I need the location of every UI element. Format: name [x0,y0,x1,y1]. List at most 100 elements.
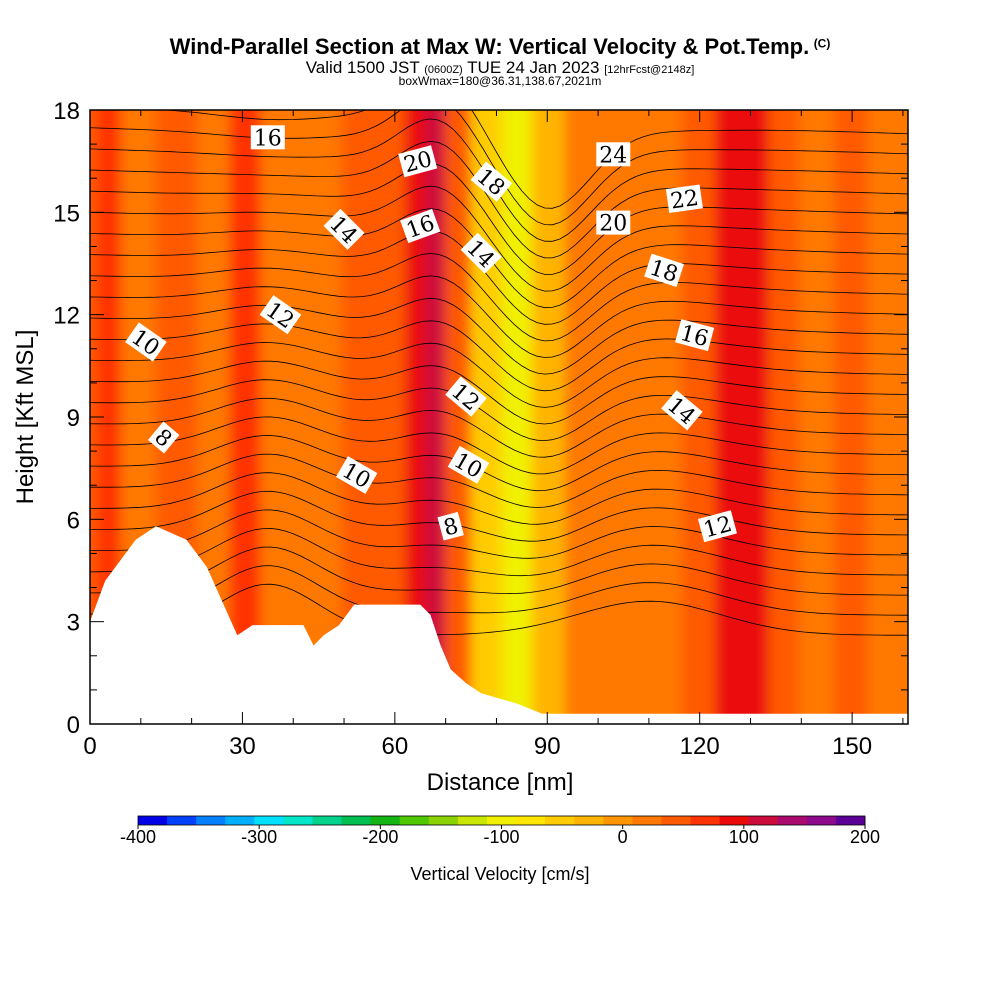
x-axis-title: Distance [nm] [427,769,574,796]
colorbar-tick-label: 100 [729,827,759,847]
colorbar-swatch [632,816,662,825]
theta-contour [90,208,908,309]
colorbar-swatch [661,816,691,825]
colorbar-swatch [835,816,866,825]
colorbar-swatch [777,816,808,825]
theta-contour [90,509,908,559]
theta-contour [90,140,908,259]
colorbar-swatch [341,816,372,825]
contour-label-box [665,184,703,213]
theta-contour [90,253,908,342]
contour-label-box [400,208,441,244]
x-tick-label: 30 [229,733,256,760]
velocity-band [405,110,427,724]
velocity-band [798,110,836,724]
y-tick-label: 0 [67,712,80,739]
contour-label-box [147,421,180,454]
colorbar-swatch [283,816,313,825]
colorbar-swatch [225,816,255,825]
colorbar-tick-label: 0 [618,827,628,847]
valid-time-zulu: (0600Z) [424,64,463,76]
theta-contour [90,320,908,392]
contour-label-box [460,232,502,274]
colorbar-swatch [603,816,633,825]
contour-label-box [470,161,513,202]
colorbar-swatch [516,816,546,825]
forecast-info: [12hrFcst@2148z] [604,64,695,76]
contour-label: 8 [437,511,464,542]
terrain [90,526,908,724]
theta-contour [90,435,908,492]
contour-label-box [596,210,631,235]
contour-label-box [259,295,302,335]
contour-label-text: 16 [254,126,282,151]
colorbar-tick-label: 200 [850,827,880,847]
contour-label-box [596,142,631,167]
colorbar-swatch [457,816,488,825]
contour-label: 22 [665,184,703,215]
colorbar-swatch [312,816,342,825]
colorbar-swatch [138,816,168,825]
colorbar-swatch [806,816,837,825]
velocity-band [714,110,744,724]
terrain-mask [90,526,908,724]
colorbar-swatch [167,816,197,825]
colorbar-tick-label: -200 [362,827,398,847]
colorbar-swatch [428,816,459,825]
box-info: boxWmax=180@36.31,138.67,2021m [398,74,602,88]
contour-label: 24 [596,142,631,168]
velocity-band [532,110,567,724]
theta-contour [90,360,908,425]
contour-label-text: 24 [599,143,627,168]
theta-contour [90,416,908,475]
velocity-band [768,110,800,724]
contour-label-box [675,319,715,352]
y-tick-label: 15 [53,200,80,227]
chart-title-block: Wind-Parallel Section at Max W: Vertical… [0,36,1000,88]
contour-label-box [125,322,167,362]
colorbar-swatch [719,816,750,825]
y-tick-label: 18 [53,98,80,125]
velocity-band [742,110,770,724]
contour-label-text: 20 [599,212,627,237]
colorbar-swatch [545,816,575,825]
axes: 0 30 60 90 120 150 0 3 6 9 12 15 18 [53,98,908,760]
colorbar-tick-label: -300 [241,827,277,847]
x-tick-label: 0 [83,733,96,760]
velocity-band [867,110,897,724]
theta-contour [90,546,908,596]
colorbar-swatch [690,816,720,825]
velocity-band [425,110,447,724]
theta-contour [90,163,908,275]
colorbar-tick-label: -100 [483,827,519,847]
contour-label-box [437,511,464,541]
contour-label-text: 22 [669,186,700,215]
contour-label: 12 [697,510,738,543]
theta-contour [90,472,908,525]
colorbar-swatch [486,816,517,825]
theta-contour [90,453,908,508]
y-tick-label: 12 [53,303,80,330]
contour-label: 18 [644,253,684,288]
colorbar-swatch [370,816,401,825]
contour-label-box [250,125,285,150]
y-tick-label: 9 [67,405,80,432]
contour-label-box [323,208,365,250]
y-axis-title: Height [Kft MSL] [12,330,39,505]
theta-contour [90,342,908,408]
velocity-band [300,110,343,724]
colorbar-title: Vertical Velocity [cm/s] [410,864,590,884]
velocity-band [565,110,605,724]
colorbar-swatch [574,816,604,825]
contour-label: 16 [250,125,285,151]
contour-label-box [335,456,378,494]
colorbar-tick-label: -400 [120,827,156,847]
y-tick-label: 6 [67,507,80,534]
colorbar: -400 -300 -200 -100 0 100 200 [120,815,880,847]
theta-contour [90,297,908,375]
theta-contour [90,275,908,358]
contour-label: 20 [596,210,631,237]
theta-contour [90,565,908,616]
colorbar-swatch [196,816,226,825]
